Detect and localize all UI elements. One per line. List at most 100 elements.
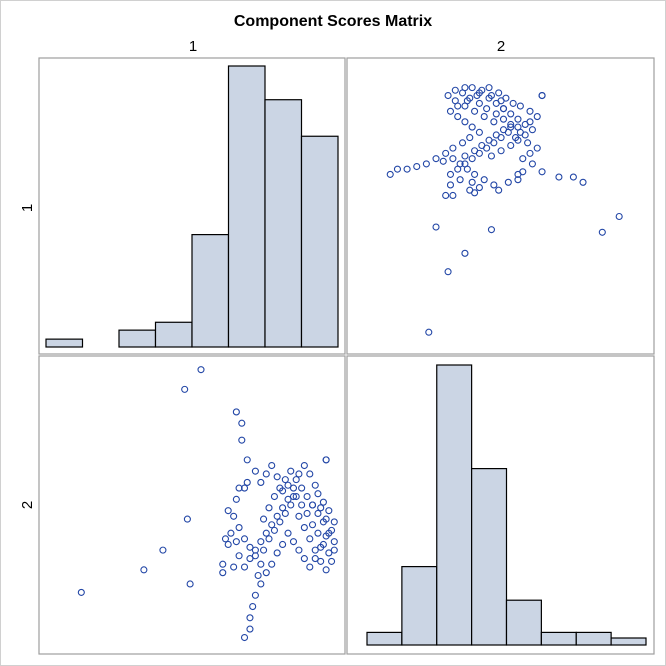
scatter-point	[454, 165, 462, 173]
histogram-2-bar	[401, 565, 438, 646]
scatter-point	[260, 515, 268, 523]
scatter-point	[538, 91, 546, 100]
scatter-point	[533, 144, 541, 152]
scatter-point	[240, 535, 249, 543]
scatter-point	[257, 580, 265, 588]
scatter-point	[306, 563, 314, 571]
scatter-point	[246, 543, 254, 551]
scatter-point	[461, 84, 469, 92]
scatter-point	[480, 113, 488, 121]
scatter-point	[507, 110, 515, 118]
cell-2-1	[38, 355, 346, 655]
scatter-point	[292, 492, 300, 501]
scatter-point	[432, 155, 440, 163]
scatter-point	[475, 149, 483, 157]
scatter-point	[284, 481, 292, 489]
histogram-2-bar	[366, 631, 403, 646]
scatter-point	[240, 633, 249, 642]
scatter-point	[287, 467, 295, 475]
scatter-point	[444, 268, 452, 276]
scatter-point	[235, 552, 243, 560]
scatter-point	[254, 571, 262, 580]
scatter-point	[238, 436, 246, 444]
scatter-point	[579, 178, 587, 186]
scatter-point	[308, 501, 317, 509]
scatter-point	[511, 134, 520, 142]
scatter-point	[289, 484, 298, 492]
scatter-point	[221, 535, 230, 543]
scatter-point	[306, 535, 314, 543]
scatter-point	[303, 509, 311, 518]
scatter-point	[262, 529, 270, 537]
scatter-point	[311, 555, 319, 563]
scatter-point	[319, 498, 327, 506]
scatter-point	[492, 99, 500, 107]
scatter-point	[159, 546, 167, 554]
histogram-1-bar	[264, 99, 303, 348]
scatter-point	[330, 546, 338, 554]
column-label-1: 1	[189, 38, 197, 55]
scatter-point	[273, 512, 281, 520]
scatter-point	[526, 107, 534, 115]
scatter-point	[483, 144, 491, 152]
scatter-point	[449, 144, 457, 152]
scatter-point	[442, 149, 450, 157]
scatter-point	[235, 524, 243, 532]
scatter-point	[499, 105, 508, 113]
scatter-point	[422, 160, 430, 168]
histogram-2-bar	[540, 631, 577, 646]
histogram-2-bar	[505, 599, 542, 646]
scatter-point	[319, 540, 327, 549]
scatter-point	[509, 99, 517, 107]
cell-1-1	[38, 57, 346, 355]
scatter-point	[289, 492, 298, 501]
scatter-point	[300, 524, 308, 532]
scatter-point	[246, 555, 254, 563]
histogram-2-bar	[436, 364, 473, 646]
scatter-point	[249, 602, 257, 611]
scatter-point	[289, 538, 298, 546]
scatter-point	[516, 102, 524, 110]
scatter-point	[270, 526, 278, 534]
scatter-point	[526, 149, 534, 157]
scatter-point	[451, 86, 459, 94]
scatter-point	[265, 504, 273, 512]
scatter-point	[243, 456, 251, 464]
scatter-point	[306, 470, 314, 478]
scatter-point	[232, 408, 240, 416]
scatter-point	[328, 557, 336, 565]
scatter-point	[295, 512, 303, 520]
scatter-point	[325, 549, 333, 557]
histogram-2-bar	[575, 631, 612, 646]
cell-1-2	[346, 57, 655, 355]
scatter-point	[468, 155, 476, 163]
scatter-point	[311, 481, 319, 489]
scatter-point	[497, 147, 505, 155]
scatter-point	[393, 165, 402, 173]
scatter-point	[485, 94, 493, 102]
scatter-point	[495, 89, 503, 97]
scatter-point	[444, 91, 452, 100]
scatter-point	[528, 160, 536, 168]
scatter-point	[246, 625, 254, 633]
scatter-point	[555, 173, 563, 181]
scatter-point	[487, 152, 496, 160]
histogram-1	[45, 65, 339, 348]
scatter-point	[386, 170, 394, 178]
histogram-1-bar	[118, 329, 157, 348]
scatter-point	[287, 501, 295, 509]
scatter-point	[298, 501, 306, 509]
scatter-point	[446, 107, 455, 115]
scatter-point	[300, 461, 308, 470]
scatter-point	[270, 492, 278, 501]
scatter-point	[403, 165, 411, 173]
scatter-point	[262, 470, 270, 478]
scatter-point	[279, 487, 287, 495]
scatter-point	[504, 178, 512, 186]
scatter-point	[251, 591, 259, 599]
scatter-point	[507, 123, 515, 131]
scatter-point	[219, 569, 227, 577]
scatter-point	[330, 518, 338, 526]
scatter-point	[495, 186, 503, 194]
